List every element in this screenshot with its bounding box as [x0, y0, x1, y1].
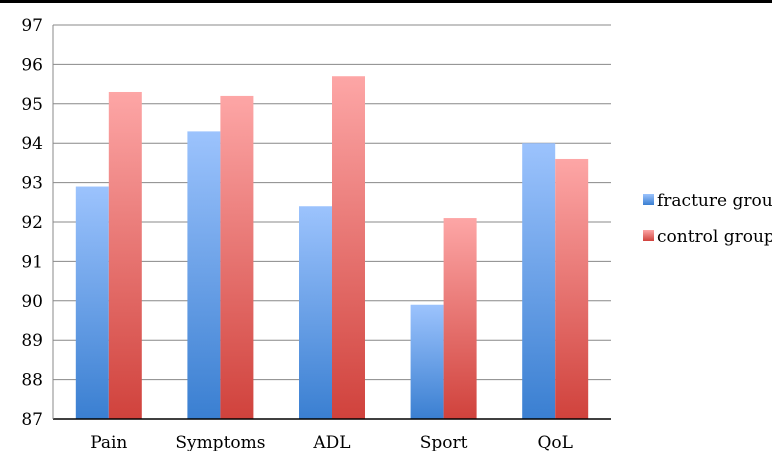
top-border [0, 0, 772, 3]
legend-swatch-control-group [643, 230, 654, 241]
bar-fracture-group-qol [522, 143, 556, 419]
bar-control-group-pain [108, 91, 142, 419]
y-tick-label: 91 [21, 252, 43, 272]
x-tick-label: Sport [420, 433, 468, 451]
bar-fracture-group-symptoms [187, 131, 221, 419]
bar-control-group-adl [332, 76, 365, 419]
y-tick-label: 87 [21, 410, 43, 430]
y-tick-label: 97 [21, 16, 43, 36]
y-tick-label: 92 [21, 213, 43, 233]
bar-fracture-group-sport [410, 304, 444, 419]
y-tick-label: 96 [21, 55, 43, 75]
bar-fracture-group-pain [75, 186, 109, 419]
y-tick-label: 90 [21, 292, 43, 312]
y-tick-label: 93 [21, 174, 43, 194]
legend-swatch-fracture-group [643, 194, 654, 205]
y-tick-label: 89 [21, 331, 43, 351]
bar-control-group-qol [555, 158, 589, 419]
bar-control-group-symptoms [220, 95, 254, 420]
legend-label: fracture group [657, 191, 772, 211]
legend-label: control group [657, 227, 772, 247]
y-tick-label: 88 [21, 371, 43, 391]
bar-fracture-group-adl [299, 206, 332, 419]
x-tick-label: ADL [312, 433, 350, 451]
y-tick-label: 95 [21, 95, 43, 115]
y-tick-label: 94 [21, 134, 43, 154]
x-tick-label: Pain [90, 433, 127, 451]
x-tick-label: Symptoms [175, 433, 265, 451]
x-tick-label: QoL [537, 433, 572, 451]
bar-control-group-sport [443, 218, 477, 419]
